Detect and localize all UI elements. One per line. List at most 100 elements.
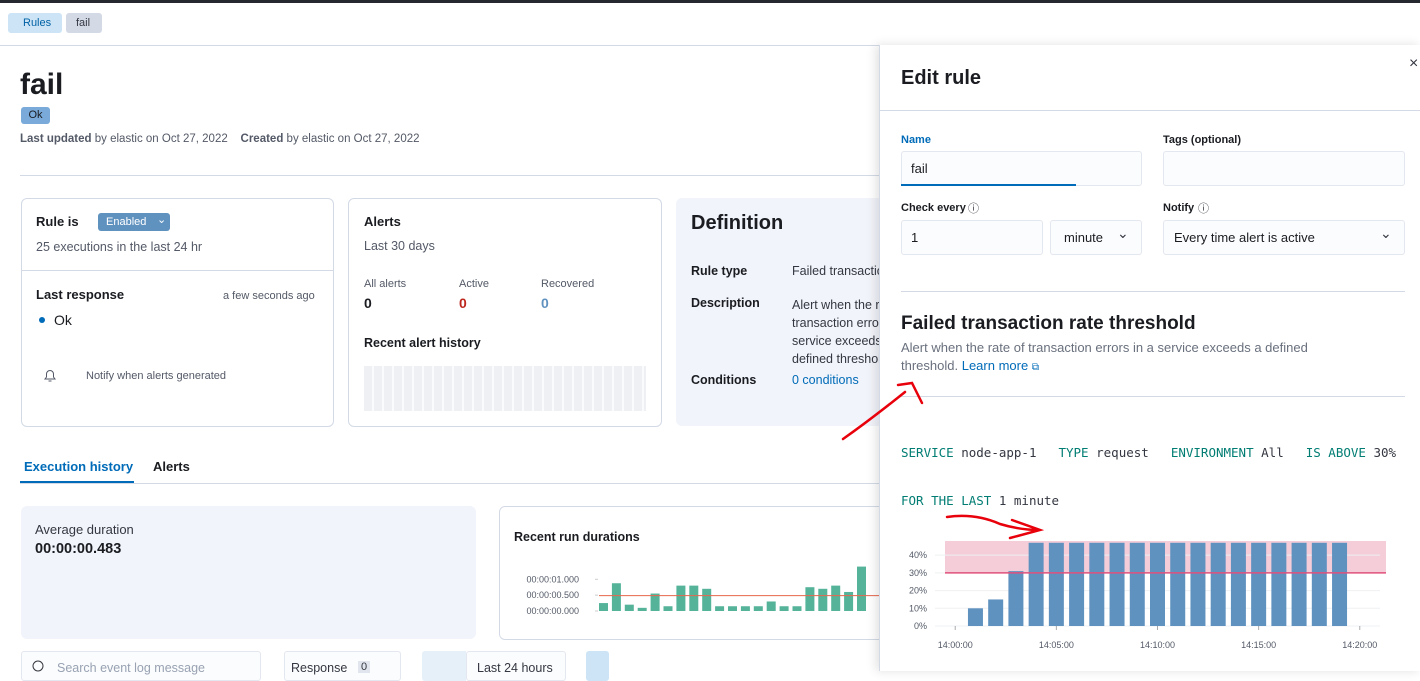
bar — [1008, 571, 1024, 626]
bar — [1170, 542, 1186, 626]
notify-value[interactable]: Every time alert is active — [1174, 230, 1315, 245]
response-label[interactable]: Response — [291, 661, 348, 675]
y-tick-label: 00:00:00.000 — [526, 606, 579, 616]
field-label: Check every — [901, 202, 966, 214]
executions: 25 executions in the last 24 hr — [36, 240, 203, 254]
focus-underline — [901, 184, 1076, 186]
date-text[interactable]: Last 24 hours — [477, 661, 553, 675]
y-tick-label: 00:00:00.500 — [526, 590, 579, 600]
expr-value: request — [1096, 445, 1149, 460]
tab[interactable]: Execution history — [24, 459, 134, 474]
x-tick-label: 14:15:00 — [1241, 640, 1276, 650]
window: FOR THE LAST 1 minute — [901, 493, 1059, 508]
name-input[interactable] — [901, 151, 1142, 186]
bar — [1291, 542, 1307, 626]
date-picker-button[interactable] — [422, 651, 466, 681]
last-response-label: Last response — [36, 287, 125, 302]
field-label: Tags (optional) — [1163, 134, 1242, 146]
bar — [1028, 542, 1044, 626]
bar — [689, 585, 699, 611]
field-label: Notify — [1163, 202, 1195, 214]
bar — [650, 593, 660, 611]
y-tick-label: 30% — [909, 568, 927, 578]
bar — [1150, 542, 1165, 626]
y-tick-label: 10% — [909, 603, 927, 613]
chevron: ⌄ — [1380, 225, 1392, 241]
refresh-button[interactable] — [586, 651, 609, 681]
unit-select[interactable] — [1050, 220, 1142, 255]
close-button[interactable]: × — [1409, 55, 1419, 72]
tab-underline — [20, 481, 134, 483]
stat-value: 0 — [459, 295, 467, 311]
response: Ok — [54, 312, 72, 328]
field-label: Name — [901, 134, 931, 146]
bar — [1089, 542, 1105, 626]
run-title: Recent run durations — [514, 530, 640, 544]
def-label: Description — [691, 296, 760, 310]
threshold-chart: 0% 10% 20% 30% 40% 14:00:00 14:05:00 14:10:00 14… — [909, 541, 1386, 650]
bar — [779, 606, 789, 611]
bar — [818, 588, 828, 611]
page-title: fail — [20, 68, 64, 101]
history-title: Recent alert history — [364, 336, 481, 350]
expr-item: TYPE request — [1058, 445, 1148, 460]
stat-value: 0 — [541, 295, 549, 311]
breadcrumb[interactable]: Rules — [23, 17, 52, 29]
unit-value[interactable]: minute — [1064, 230, 1104, 245]
bar — [805, 587, 815, 611]
check-input[interactable] — [901, 220, 1043, 255]
rule-label: Rule is — [36, 214, 79, 229]
expr-item: ENVIRONMENT All — [1171, 445, 1284, 460]
rule-card — [21, 198, 334, 427]
run-chart: 00:00:01.000 00:00:00.500 00:00:00.000 — [526, 566, 889, 616]
bar — [967, 608, 983, 626]
name-value[interactable]: fail — [911, 161, 928, 176]
chevron: ⌄ — [157, 214, 167, 226]
notify-select[interactable] — [1163, 220, 1405, 255]
divider — [901, 396, 1405, 397]
expr-item: IS ABOVE 30% — [1306, 445, 1396, 460]
learn-more[interactable]: Learn more — [961, 358, 1029, 373]
expr-key: TYPE — [1058, 445, 1089, 460]
breadcrumb-bg[interactable] — [8, 13, 62, 33]
x-tick-label: 14:20:00 — [1342, 640, 1377, 650]
bar — [1109, 542, 1125, 626]
expr-key: IS ABOVE — [1305, 445, 1366, 460]
section-desc: threshold. Learn more ⧉ — [901, 358, 1039, 373]
status-text[interactable]: Enabled — [106, 216, 147, 228]
meta-label: Last updated — [20, 133, 92, 145]
bar — [1210, 542, 1226, 626]
average-panel — [21, 506, 476, 639]
divider — [22, 270, 333, 271]
def-link[interactable]: 0 conditions — [792, 373, 859, 387]
notify-text: Notify when alerts generated — [86, 370, 227, 382]
divider — [901, 291, 1405, 292]
check-value[interactable]: 1 — [911, 230, 919, 245]
x-tick-label: 14:10:00 — [1140, 640, 1175, 650]
bar — [728, 606, 737, 611]
search-placeholder[interactable]: Search event log message — [57, 661, 206, 675]
expr-item: SERVICE node-app-1 — [901, 445, 1036, 460]
divider — [880, 110, 1420, 111]
bell-icon — [44, 370, 56, 382]
bar — [663, 606, 673, 611]
expr-key: SERVICE — [901, 445, 954, 460]
def-label: Rule type — [691, 264, 748, 278]
bar — [611, 583, 621, 611]
tags-input[interactable] — [1163, 151, 1405, 186]
bar — [702, 588, 712, 611]
tab[interactable]: Alerts — [153, 459, 190, 474]
external-icon: ⧉ — [1031, 362, 1039, 373]
stat-label: Active — [459, 278, 489, 290]
expression: SERVICE node-app-1 TYPE request ENVIRONMEN… — [901, 445, 1418, 460]
divider — [0, 45, 880, 46]
bar — [831, 585, 841, 611]
average-value: 00:00:00.483 — [35, 541, 122, 557]
x-tick-label: 14:00:00 — [938, 640, 973, 650]
def-label: Conditions — [691, 373, 757, 387]
expr-value: node-app-1 — [961, 445, 1037, 460]
status-dropdown[interactable] — [98, 213, 170, 231]
bar — [792, 606, 802, 611]
bar — [1271, 542, 1287, 626]
expr-value: 30% — [1373, 445, 1397, 460]
